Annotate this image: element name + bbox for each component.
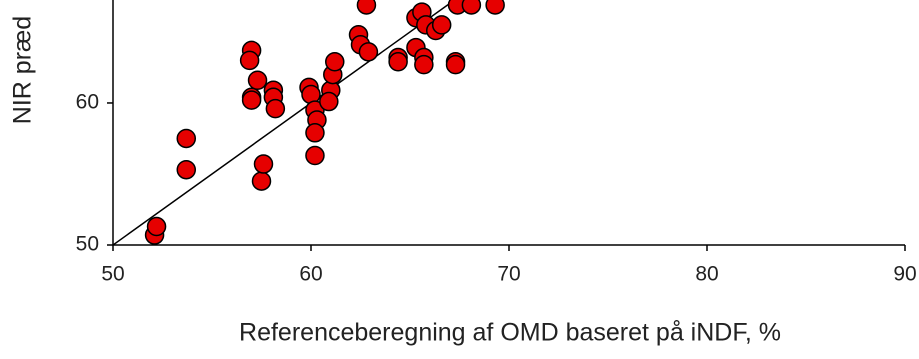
- point: [251, 171, 272, 191]
- point: [388, 52, 408, 72]
- point: [247, 70, 268, 90]
- x-tick-label: 80: [695, 263, 718, 286]
- reference-line: [113, 0, 455, 245]
- y-tick-label: 50: [76, 233, 99, 256]
- point: [239, 50, 260, 71]
- point: [414, 54, 434, 75]
- point: [305, 123, 325, 143]
- point: [358, 42, 379, 62]
- point: [253, 154, 274, 174]
- x-tick-label: 60: [299, 263, 322, 286]
- x-tick-label: 70: [497, 263, 520, 286]
- x-tick-label: 90: [893, 263, 916, 286]
- point: [356, 0, 377, 15]
- y-axis-label: NIR præd: [9, 16, 37, 124]
- x-axis-label: Referenceberegning af OMD baseret på iND…: [239, 319, 781, 347]
- point: [176, 128, 197, 149]
- point: [176, 159, 197, 180]
- point: [431, 15, 452, 35]
- point: [305, 145, 325, 166]
- point: [241, 90, 262, 110]
- point: [485, 0, 505, 15]
- point: [461, 0, 482, 15]
- point: [445, 54, 466, 75]
- point: [325, 52, 345, 72]
- x-tick-label: 50: [101, 263, 124, 286]
- point: [265, 98, 286, 119]
- point: [146, 216, 167, 237]
- y-tick-label: 60: [76, 91, 99, 114]
- point: [319, 91, 339, 112]
